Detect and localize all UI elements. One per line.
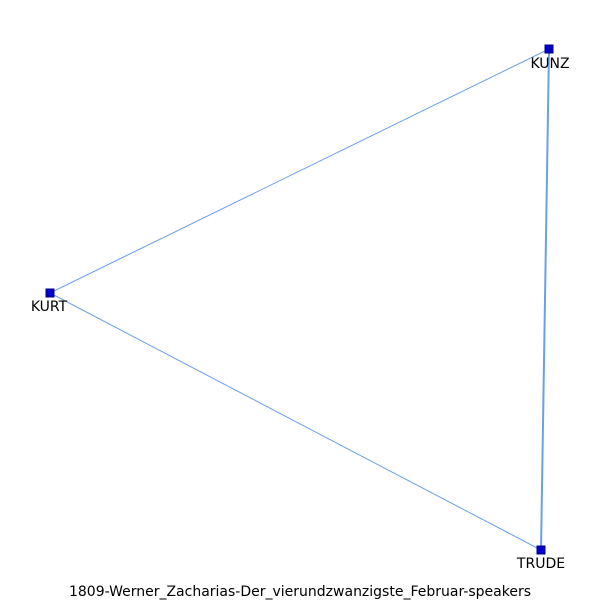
node-trude[interactable] [536, 545, 546, 555]
node-kurt[interactable] [45, 288, 55, 298]
node-label-kurt: KURT [31, 299, 68, 315]
edge-kurt-trude [49, 292, 542, 551]
node-label-trude: TRUDE [516, 556, 565, 572]
labels-layer: KUNZ KURT TRUDE [31, 56, 570, 572]
graph-caption: 1809-Werner_Zacharias-Der_vierundzwanzig… [69, 584, 531, 600]
nodes-layer [45, 44, 554, 555]
edge-kunz-trude [540, 48, 550, 551]
node-kunz[interactable] [544, 44, 554, 54]
node-label-kunz: KUNZ [530, 56, 569, 72]
edge-kunz-kurt [49, 48, 550, 294]
edges-layer [49, 48, 550, 551]
